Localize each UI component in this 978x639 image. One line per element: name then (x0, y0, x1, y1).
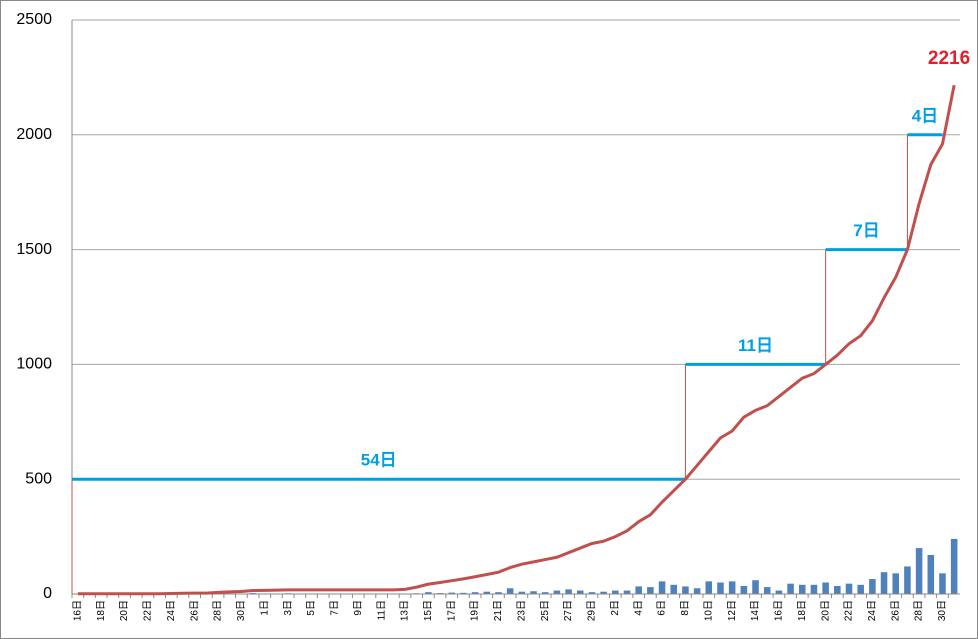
x-tick-label: 10日 (703, 600, 714, 621)
x-tick-label: 30日 (937, 600, 948, 621)
x-tick-label: 22日 (844, 600, 855, 621)
bar (647, 587, 654, 594)
x-tick-label: 11日 (376, 600, 387, 620)
value-label: 2216 (928, 48, 970, 69)
annotation-label: 4日 (912, 106, 938, 125)
x-tick-label: 25日 (540, 600, 551, 621)
bar (693, 588, 701, 594)
x-tick-label: 29日 (587, 600, 598, 621)
bar (763, 587, 771, 594)
x-tick-label: 16日 (72, 600, 83, 621)
x-tick-label: 12日 (727, 600, 738, 621)
bar (460, 592, 467, 594)
bar (845, 583, 853, 594)
bar (623, 590, 631, 594)
x-tick-label: 5日 (306, 600, 317, 616)
bar (798, 584, 806, 594)
bar (541, 592, 549, 594)
x-tick-label: 23日 (516, 600, 527, 621)
x-tick-label: 24日 (867, 600, 878, 621)
y-tick-label: 2000 (16, 126, 52, 143)
x-tick-label: 20日 (119, 600, 130, 621)
bar (506, 588, 514, 594)
bar (670, 584, 678, 594)
y-tick-label: 500 (25, 470, 52, 487)
bar (728, 581, 736, 594)
x-tick-label: 21日 (493, 600, 504, 621)
x-tick-label: 28日 (213, 600, 224, 621)
x-tick-label: 14日 (750, 600, 761, 621)
bar (834, 585, 841, 594)
x-tick-label: 30日 (236, 600, 247, 621)
x-tick-label: 4日 (633, 600, 644, 616)
x-tick-label: 26日 (189, 600, 200, 621)
bar (787, 583, 794, 594)
bar (717, 582, 724, 594)
x-tick-label: 24日 (166, 600, 177, 621)
bar (565, 589, 572, 594)
x-tick-label: 2日 (610, 600, 621, 616)
bar (915, 548, 923, 594)
x-tick-label: 20日 (820, 600, 831, 621)
bar (612, 590, 619, 594)
bar (880, 572, 888, 594)
bar (869, 579, 876, 594)
bar (682, 586, 689, 594)
x-tick-label: 7日 (330, 600, 341, 616)
bar (810, 584, 818, 594)
x-tick-label: 22日 (143, 600, 154, 621)
bar (576, 590, 584, 594)
bar (635, 586, 642, 594)
bar (822, 582, 829, 594)
bar (857, 584, 864, 594)
annotation-label: 11日 (738, 336, 773, 355)
y-tick-label: 1500 (16, 241, 52, 258)
y-tick-label: 1000 (16, 356, 52, 373)
x-tick-label: 6日 (657, 600, 668, 616)
x-tick-label: 13日 (400, 600, 411, 621)
bar (904, 566, 911, 594)
x-tick-label: 8日 (680, 600, 691, 616)
annotation-label: 7日 (853, 221, 879, 240)
bar (927, 554, 935, 594)
annotation-label: 54日 (361, 451, 397, 470)
bar (752, 580, 759, 594)
line (77, 84, 956, 596)
bar (705, 581, 713, 594)
bar (518, 591, 526, 594)
bar (892, 573, 900, 594)
bar (448, 592, 456, 594)
x-tick-label: 16日 (774, 600, 785, 621)
x-tick-label: 3日 (283, 600, 294, 616)
x-tick-label: 28日 (914, 600, 925, 621)
bar (530, 591, 537, 594)
y-tick-label: 2500 (16, 11, 52, 28)
bar (775, 590, 783, 594)
bar (939, 573, 946, 594)
bar (483, 591, 491, 594)
bar (588, 592, 596, 594)
bar (600, 591, 607, 594)
x-tick-label: 18日 (96, 600, 107, 621)
bar (658, 581, 666, 594)
x-tick-label: 15日 (423, 600, 434, 621)
y-tick-label: 0 (43, 585, 52, 602)
x-tick-label: 18日 (797, 600, 808, 621)
x-tick-label: 19日 (470, 600, 481, 621)
bar (425, 592, 432, 594)
bar (553, 590, 561, 594)
x-tick-label: 27日 (563, 600, 574, 621)
x-tick-label: 1日 (259, 600, 270, 616)
x-tick-label: 9日 (353, 600, 364, 616)
x-tick-label: 17日 (446, 600, 457, 621)
bar (950, 538, 958, 594)
bar (740, 585, 748, 594)
bar (471, 592, 479, 594)
x-tick-label: 26日 (890, 600, 901, 621)
bar (495, 592, 502, 594)
